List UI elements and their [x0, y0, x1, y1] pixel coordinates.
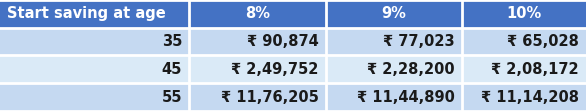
- Bar: [0, 83, 189, 111]
- Text: 10%: 10%: [506, 6, 541, 21]
- Bar: [0, 0, 189, 28]
- Bar: [462, 28, 586, 56]
- Bar: [326, 28, 462, 56]
- Bar: [189, 56, 326, 83]
- Bar: [326, 83, 462, 111]
- Bar: [326, 0, 462, 28]
- Text: ₹ 11,14,208: ₹ 11,14,208: [481, 90, 579, 105]
- Bar: [0, 28, 189, 56]
- Bar: [189, 83, 326, 111]
- Text: 8%: 8%: [245, 6, 270, 21]
- Text: ₹ 90,874: ₹ 90,874: [247, 34, 319, 49]
- Bar: [189, 0, 326, 28]
- Text: ₹ 11,76,205: ₹ 11,76,205: [221, 90, 319, 105]
- Text: Start saving at age: Start saving at age: [7, 6, 166, 21]
- Text: ₹ 2,49,752: ₹ 2,49,752: [231, 62, 319, 77]
- Text: 55: 55: [162, 90, 182, 105]
- Text: ₹ 77,023: ₹ 77,023: [383, 34, 455, 49]
- Text: 9%: 9%: [381, 6, 406, 21]
- Bar: [189, 28, 326, 56]
- Bar: [462, 0, 586, 28]
- Bar: [326, 56, 462, 83]
- Text: ₹ 65,028: ₹ 65,028: [507, 34, 579, 49]
- Text: 45: 45: [162, 62, 182, 77]
- Bar: [0, 56, 189, 83]
- Bar: [462, 83, 586, 111]
- Bar: [462, 56, 586, 83]
- Text: ₹ 11,44,890: ₹ 11,44,890: [357, 90, 455, 105]
- Text: 35: 35: [162, 34, 182, 49]
- Text: ₹ 2,28,200: ₹ 2,28,200: [367, 62, 455, 77]
- Text: ₹ 2,08,172: ₹ 2,08,172: [491, 62, 579, 77]
